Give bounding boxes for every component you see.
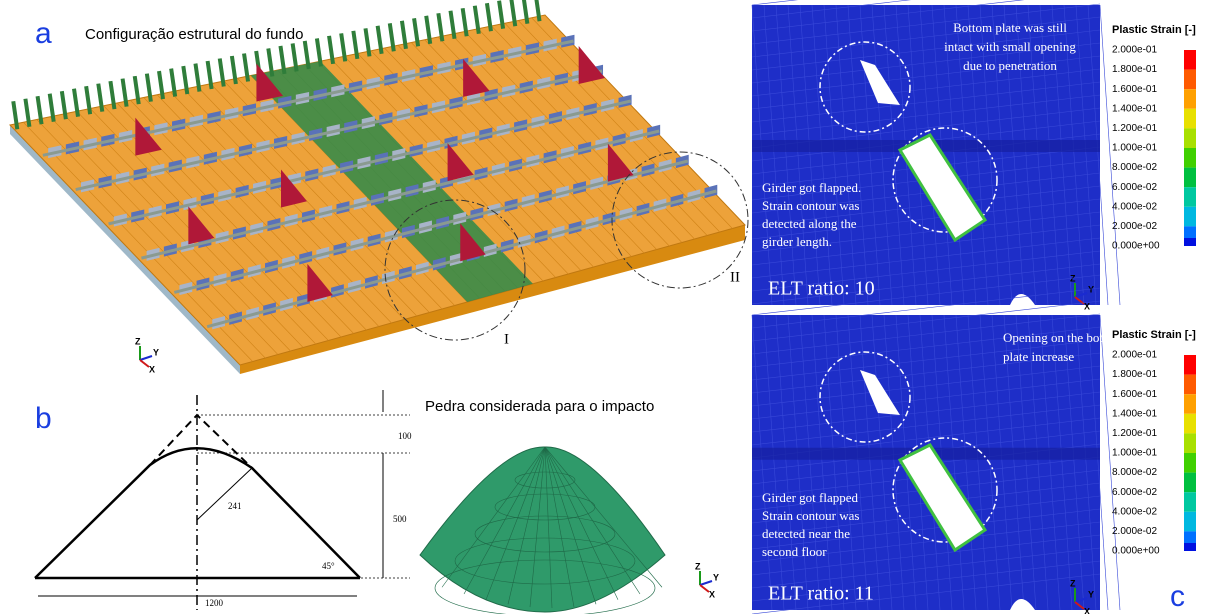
label: 1.400e-01 [1112, 408, 1157, 419]
label: II [730, 269, 740, 285]
label: 1.600e-01 [1112, 84, 1157, 95]
label: 8.000e-02 [1112, 467, 1157, 478]
color-swatch [1184, 168, 1196, 188]
color-swatch [1184, 473, 1196, 493]
color-swatch [1184, 394, 1196, 414]
label: X [709, 589, 715, 599]
label: 0.000e+00 [1112, 546, 1160, 557]
radius-line [197, 468, 252, 520]
label: Strain contour was [762, 508, 859, 523]
label: detected along the [762, 216, 857, 231]
label: due to penetration [963, 58, 1057, 73]
label: Girder got flapped [762, 490, 859, 505]
axis-x [140, 360, 149, 367]
label: 1.600e-01 [1112, 389, 1157, 400]
label: 2.000e-01 [1112, 350, 1157, 361]
label: Y [153, 347, 159, 357]
label: I [504, 331, 509, 347]
label: 45° [322, 561, 335, 571]
label: second floor [762, 544, 827, 559]
color-swatch [1184, 50, 1196, 70]
label: 1.000e-01 [1112, 143, 1157, 154]
color-swatch [1184, 207, 1196, 227]
label: Y [713, 572, 719, 582]
label: 6.000e-02 [1112, 487, 1157, 498]
label: Plastic Strain [-] [1112, 329, 1196, 341]
color-swatch [1184, 70, 1196, 90]
label: 1.400e-01 [1112, 103, 1157, 114]
label: Girder got flapped. [762, 180, 861, 195]
label: 1.800e-01 [1112, 64, 1157, 75]
color-swatch [1184, 148, 1196, 168]
label: intact with small opening [944, 39, 1076, 54]
label: Y [1088, 589, 1094, 599]
label: 4.000e-02 [1112, 201, 1157, 212]
label: plate increase [1003, 349, 1074, 364]
label: X [149, 364, 155, 374]
color-swatch [1184, 89, 1196, 109]
label: 8.000e-02 [1112, 162, 1157, 173]
label: Plastic Strain [-] [1112, 24, 1196, 36]
label: 1.000e-01 [1112, 448, 1157, 459]
label: 2.000e-02 [1112, 526, 1157, 537]
label: Z [135, 336, 141, 346]
label: c [1170, 580, 1185, 613]
color-swatch [1184, 492, 1196, 512]
label: Bottom plate was still [953, 20, 1067, 35]
label: Opening on the bottom [1003, 330, 1123, 345]
color-swatch [1184, 414, 1196, 434]
color-swatch [1184, 433, 1196, 453]
bracket [579, 46, 605, 84]
label: 2.000e-02 [1112, 221, 1157, 232]
mesh-line [752, 0, 1100, 5]
axis-x [700, 585, 709, 592]
color-swatch [1184, 453, 1196, 473]
color-swatch [1184, 543, 1196, 551]
label: detected near the [762, 526, 850, 541]
color-swatch [1184, 128, 1196, 148]
label: 6.000e-02 [1112, 182, 1157, 193]
label: ELT ratio: 11 [768, 583, 874, 605]
label: Strain contour was [762, 198, 859, 213]
figure: aConfiguração estrutural do fundoIIIZYXb… [0, 0, 1227, 614]
label: 100 [398, 431, 412, 441]
label: 241 [228, 501, 242, 511]
label: Z [695, 561, 701, 571]
label: Pedra considerada para o impacto [425, 398, 654, 415]
axis-y [700, 581, 712, 585]
label: 4.000e-02 [1112, 506, 1157, 517]
label: 1.200e-01 [1112, 428, 1157, 439]
label: girder length. [762, 234, 832, 249]
color-swatch [1184, 512, 1196, 532]
label: a [35, 17, 52, 50]
label: 1.800e-01 [1112, 369, 1157, 380]
label: b [35, 402, 52, 435]
label: Configuração estrutural do fundo [85, 26, 303, 43]
color-swatch [1184, 109, 1196, 129]
label: 500 [393, 514, 407, 524]
color-swatch [1184, 375, 1196, 395]
label: X [1084, 606, 1090, 614]
label: 2.000e-01 [1112, 45, 1157, 56]
label: 1.200e-01 [1112, 123, 1157, 134]
label: 1200 [205, 598, 224, 608]
label: 0.000e+00 [1112, 241, 1160, 252]
color-swatch [1184, 187, 1196, 207]
color-swatch [1184, 238, 1196, 246]
label: ELT ratio: 10 [768, 278, 875, 300]
label: Z [1070, 578, 1076, 588]
color-swatch [1184, 355, 1196, 375]
axis-y [140, 356, 152, 360]
